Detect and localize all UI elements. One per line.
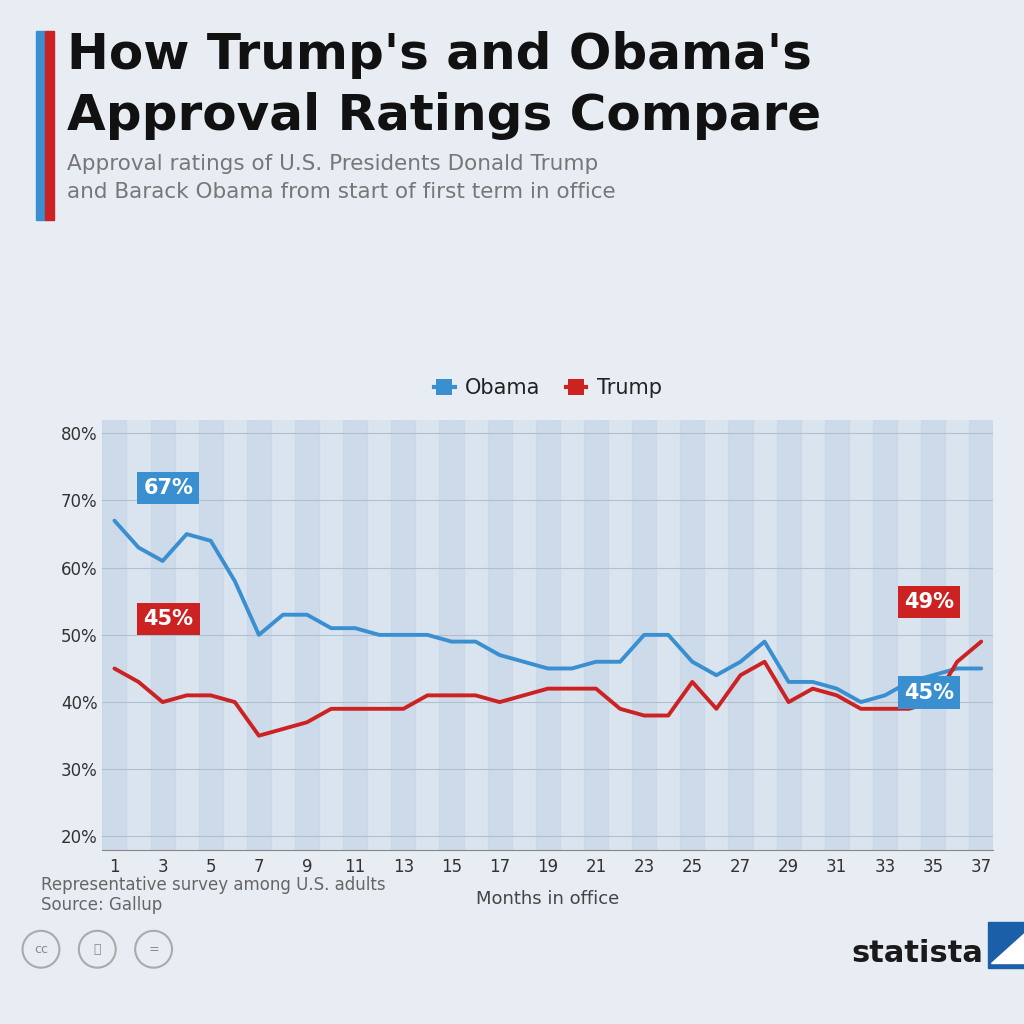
Text: cc: cc xyxy=(34,943,48,955)
Bar xyxy=(680,420,705,850)
Bar xyxy=(921,420,945,850)
Bar xyxy=(487,420,512,850)
Text: Approval Ratings Compare: Approval Ratings Compare xyxy=(67,92,820,140)
Text: 67%: 67% xyxy=(143,478,194,498)
Bar xyxy=(824,420,849,850)
Bar xyxy=(391,420,416,850)
Bar xyxy=(102,420,127,850)
Bar xyxy=(776,420,801,850)
Bar xyxy=(151,420,175,850)
Bar xyxy=(632,420,656,850)
Bar xyxy=(439,420,464,850)
Bar xyxy=(728,420,753,850)
Text: statista: statista xyxy=(851,939,983,968)
Legend: Obama, Trump: Obama, Trump xyxy=(426,370,670,407)
Bar xyxy=(343,420,368,850)
Text: How Trump's and Obama's: How Trump's and Obama's xyxy=(67,31,811,79)
Text: Approval ratings of U.S. Presidents Donald Trump: Approval ratings of U.S. Presidents Dona… xyxy=(67,154,598,174)
X-axis label: Months in office: Months in office xyxy=(476,890,620,908)
Text: Representative survey among U.S. adults
Source: Gallup: Representative survey among U.S. adults … xyxy=(41,876,386,914)
Bar xyxy=(199,420,223,850)
Bar xyxy=(872,420,897,850)
Bar xyxy=(969,420,993,850)
Text: 45%: 45% xyxy=(143,609,194,629)
Text: 45%: 45% xyxy=(904,683,954,702)
Text: and Barack Obama from start of first term in office: and Barack Obama from start of first ter… xyxy=(67,182,615,203)
Bar xyxy=(247,420,271,850)
Bar xyxy=(295,420,319,850)
Text: =: = xyxy=(148,943,159,955)
Text: ⓘ: ⓘ xyxy=(93,943,101,955)
Text: 49%: 49% xyxy=(904,592,954,612)
Bar xyxy=(584,420,608,850)
Bar xyxy=(536,420,560,850)
